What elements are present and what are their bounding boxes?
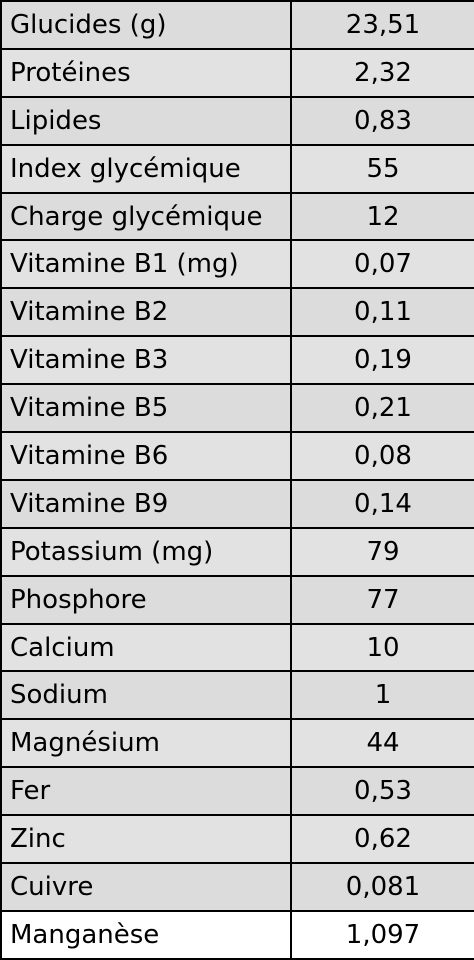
nutrient-value-cell: 0,21 — [290, 383, 474, 434]
nutrient-name-cell: Charge glycémique — [0, 191, 292, 242]
table-row: Index glycémique 55 — [0, 143, 474, 194]
nutrient-value-cell: 0,11 — [290, 287, 474, 338]
nutrient-name-cell: Calcium — [0, 622, 292, 673]
nutrient-value-cell: 10 — [290, 622, 474, 673]
nutrient-name-cell: Magnésium — [0, 718, 292, 769]
nutrient-name-cell: Protéines — [0, 47, 292, 98]
nutrient-name-cell: Lipides — [0, 95, 292, 146]
nutrient-name-cell: Manganèse — [0, 909, 292, 960]
table-row: Manganèse 1,097 — [0, 909, 474, 960]
nutrient-name-cell: Phosphore — [0, 574, 292, 625]
nutrient-value-cell: 79 — [290, 526, 474, 577]
table-row: Sodium 1 — [0, 670, 474, 721]
nutrient-value-cell: 0,53 — [290, 766, 474, 817]
table-row: Protéines 2,32 — [0, 47, 474, 98]
table-row: Vitamine B6 0,08 — [0, 431, 474, 481]
table-row: Vitamine B5 0,21 — [0, 383, 474, 434]
nutrient-value-cell: 77 — [290, 574, 474, 625]
table-row: Magnésium 44 — [0, 718, 474, 769]
table-row: Cuivre 0,081 — [0, 862, 474, 912]
table-row: Glucides (g) 23,51 — [0, 0, 474, 50]
nutrient-name-cell: Vitamine B5 — [0, 383, 292, 434]
table-row: Vitamine B1 (mg) 0,07 — [0, 239, 474, 290]
nutrient-value-cell: 0,83 — [290, 95, 474, 146]
table-row: Calcium 10 — [0, 622, 474, 673]
nutrient-value-cell: 1,097 — [290, 909, 474, 960]
nutrient-value-cell: 2,32 — [290, 47, 474, 98]
table-row: Potassium (mg) 79 — [0, 526, 474, 577]
nutrient-value-cell: 0,14 — [290, 478, 474, 529]
nutrient-name-cell: Index glycémique — [0, 143, 292, 194]
nutrient-name-cell: Fer — [0, 766, 292, 817]
nutrient-name-cell: Glucides (g) — [0, 0, 292, 50]
table-row: Vitamine B2 0,11 — [0, 287, 474, 338]
nutrient-name-cell: Vitamine B3 — [0, 335, 292, 386]
nutrient-value-cell: 0,081 — [290, 862, 474, 912]
table-row: Phosphore 77 — [0, 574, 474, 625]
table-row: Lipides 0,83 — [0, 95, 474, 146]
nutrient-name-cell: Zinc — [0, 814, 292, 865]
table-row: Fer 0,53 — [0, 766, 474, 817]
nutrient-value-cell: 55 — [290, 143, 474, 194]
table-row: Vitamine B9 0,14 — [0, 478, 474, 529]
nutrient-name-cell: Cuivre — [0, 862, 292, 912]
nutrient-value-cell: 0,62 — [290, 814, 474, 865]
nutrient-name-cell: Vitamine B6 — [0, 431, 292, 481]
table-row: Zinc 0,62 — [0, 814, 474, 865]
nutrient-name-cell: Sodium — [0, 670, 292, 721]
table-row: Vitamine B3 0,19 — [0, 335, 474, 386]
nutrient-name-cell: Vitamine B1 (mg) — [0, 239, 292, 290]
nutrient-value-cell: 0,19 — [290, 335, 474, 386]
nutrient-value-cell: 0,08 — [290, 431, 474, 481]
nutrient-name-cell: Potassium (mg) — [0, 526, 292, 577]
nutrient-value-cell: 0,07 — [290, 239, 474, 290]
nutrient-value-cell: 12 — [290, 191, 474, 242]
nutrient-value-cell: 23,51 — [290, 0, 474, 50]
nutrient-value-cell: 44 — [290, 718, 474, 769]
nutrient-value-cell: 1 — [290, 670, 474, 721]
nutrient-name-cell: Vitamine B9 — [0, 478, 292, 529]
nutrient-name-cell: Vitamine B2 — [0, 287, 292, 338]
table-row: Charge glycémique 12 — [0, 191, 474, 242]
